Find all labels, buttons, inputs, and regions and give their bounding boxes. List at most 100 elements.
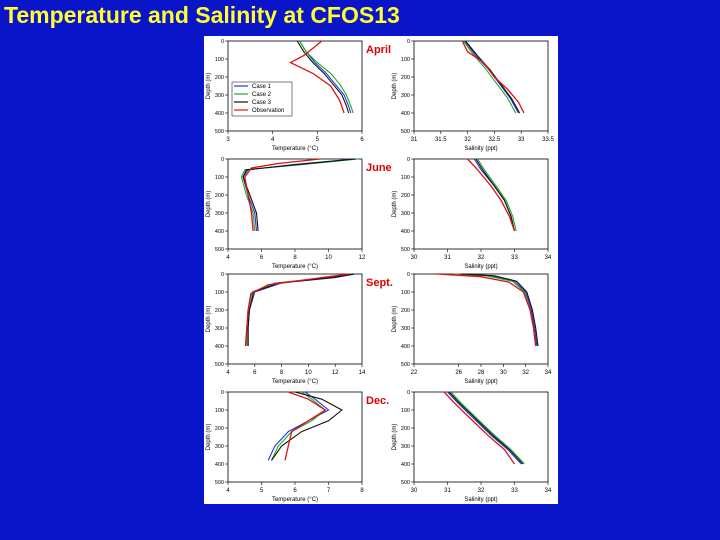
chart-panel: 0 100 200 300 400 500 3 4 5 6 Temperature (°C) Dept…	[204, 36, 558, 504]
sept-salinity-series-case-2	[453, 273, 537, 347]
april-temperature-ytick-label: 200	[215, 75, 224, 81]
june-temperature-ytick-label: 400	[215, 229, 224, 235]
dec-salinity-ytick-label: 400	[401, 462, 410, 468]
june-temperature-ytick-label: 500	[215, 247, 224, 253]
dec-temperature-ytick-label: 100	[215, 408, 224, 414]
sept-temperature-xlabel: Temperature (°C)	[272, 379, 318, 385]
april-temperature-xtick-label: 5	[316, 137, 320, 143]
june-salinity-xtick-label: 31	[444, 255, 451, 261]
april-temperature-legend-label: Case 2	[252, 92, 272, 98]
june-salinity-xtick-label: 34	[545, 255, 552, 261]
dec-temperature-xtick-label: 6	[293, 488, 297, 494]
april-temperature-xtick-label: 4	[271, 137, 275, 143]
sept-temperature-ytick-label: 200	[215, 308, 224, 314]
dec-temperature-xtick-label: 4	[226, 488, 230, 494]
sept-salinity-frame	[413, 273, 549, 365]
dec-temperature-ytick-label: 200	[215, 426, 224, 432]
dec-salinity-series-case-1	[447, 391, 522, 465]
april-salinity-xtick-label: 32	[464, 137, 471, 143]
dec-salinity-ytick-label: 100	[401, 408, 410, 414]
sept-temperature-frame	[227, 273, 363, 365]
dec-salinity-series-case-3	[448, 391, 524, 465]
april-temperature-frame	[227, 40, 363, 132]
june-temperature-series-case-3	[242, 158, 356, 232]
april-salinity-ytick-label: 200	[401, 75, 410, 81]
april-salinity-xtick-label: 33	[518, 137, 525, 143]
dec-salinity-xtick-label: 31	[444, 488, 451, 494]
dec-salinity-series-case-2	[450, 391, 525, 465]
april-salinity-xlabel: Salinity (ppt)	[464, 146, 497, 152]
sept-salinity-xtick-label: 34	[545, 370, 552, 376]
sept-salinity-ytick-label: 400	[401, 344, 410, 350]
june-salinity-ylabel: Depth (m)	[392, 191, 398, 218]
april-salinity-series-observation	[461, 40, 525, 114]
sept-salinity-ylabel: Depth (m)	[392, 306, 398, 333]
dec-temperature-xtick-label: 8	[360, 488, 364, 494]
sept-salinity-xtick-label: 26	[455, 370, 462, 376]
april-salinity-ytick-label: 400	[401, 111, 410, 117]
sept-salinity-xtick-label: 22	[411, 370, 418, 376]
dec-temperature-xtick-label: 7	[327, 488, 331, 494]
sept-salinity-xtick-label: 32	[522, 370, 529, 376]
dec-temperature-series-case-1	[267, 391, 330, 461]
dec-temperature-xlabel: Temperature (°C)	[272, 497, 318, 503]
april-temperature-legend-label: Observation	[252, 108, 284, 114]
april-salinity-ytick-label: 100	[401, 57, 410, 63]
april-temperature-legend-box	[231, 81, 293, 117]
dec-salinity-ytick-label: 500	[401, 480, 410, 486]
april-temperature-legend-label: Case 1	[252, 84, 272, 90]
june-salinity-series-case-3	[475, 158, 516, 232]
sept-temperature-xtick-label: 14	[359, 370, 366, 376]
june-salinity-frame	[413, 158, 549, 250]
sept-temperature-series-case-3	[247, 273, 355, 346]
sept-temperature-series-observation	[244, 273, 349, 347]
dec-salinity-ylabel: Depth (m)	[392, 424, 398, 451]
june-temperature-series-case-1	[242, 158, 354, 232]
dec-salinity-xtick-label: 30	[411, 488, 418, 494]
june-temperature-xlabel: Temperature (°C)	[272, 264, 318, 270]
sept-salinity-series-case-3	[460, 273, 539, 347]
dec-salinity-frame	[413, 391, 549, 483]
april-salinity-xtick-label: 33.5	[542, 137, 554, 143]
june-salinity-ytick-label: 0	[407, 157, 410, 163]
june-temperature-xtick-label: 12	[359, 255, 366, 261]
sept-salinity-ytick-label: 300	[401, 326, 410, 332]
june-salinity-ytick-label: 200	[401, 193, 410, 199]
april-salinity-xtick-label: 31.5	[435, 137, 447, 143]
dec-temperature-series-case-2	[271, 391, 327, 461]
sept-salinity-xtick-label: 30	[500, 370, 507, 376]
sept-temperature-xtick-label: 12	[332, 370, 339, 376]
april-temperature-xlabel: Temperature (°C)	[272, 146, 318, 152]
june-salinity-ytick-label: 100	[401, 175, 410, 181]
sept-temperature-ytick-label: 500	[215, 362, 224, 368]
dec-temperature-ytick-label: 400	[215, 462, 224, 468]
dec-temperature-ytick-label: 500	[215, 480, 224, 486]
april-temperature-ytick-label: 300	[215, 93, 224, 99]
june-salinity-series-observation	[467, 158, 516, 232]
april-temperature-ylabel: Depth (m)	[206, 73, 212, 100]
dec-salinity-xlabel: Salinity (ppt)	[464, 497, 497, 503]
june-salinity-xtick-label: 30	[411, 255, 418, 261]
april-temperature-legend-label: Case 3	[252, 100, 272, 106]
dec-salinity-ytick-label: 200	[401, 426, 410, 432]
april-temperature-xtick-label: 6	[360, 137, 364, 143]
dec-temperature-ytick-label: 0	[221, 390, 224, 396]
april-temperature-series-observation	[289, 40, 345, 114]
june-salinity-ytick-label: 500	[401, 247, 410, 253]
sept-salinity-xlabel: Salinity (ppt)	[464, 379, 497, 385]
june-temperature-xtick-label: 6	[260, 255, 264, 261]
june-temperature-ytick-label: 100	[215, 175, 224, 181]
june-temperature-xtick-label: 8	[293, 255, 297, 261]
june-salinity-xtick-label: 33	[511, 255, 518, 261]
month-label-june: June	[366, 162, 392, 174]
month-label-april: April	[366, 44, 391, 56]
dec-salinity-series-observation	[443, 391, 516, 465]
sept-salinity-ytick-label: 500	[401, 362, 410, 368]
sept-salinity-series-case-1	[458, 273, 538, 347]
april-salinity-ytick-label: 500	[401, 129, 410, 135]
dec-temperature-xtick-label: 5	[260, 488, 264, 494]
april-temperature-ytick-label: 0	[221, 39, 224, 45]
dec-salinity-xtick-label: 34	[545, 488, 552, 494]
dec-salinity-xtick-label: 32	[478, 488, 485, 494]
